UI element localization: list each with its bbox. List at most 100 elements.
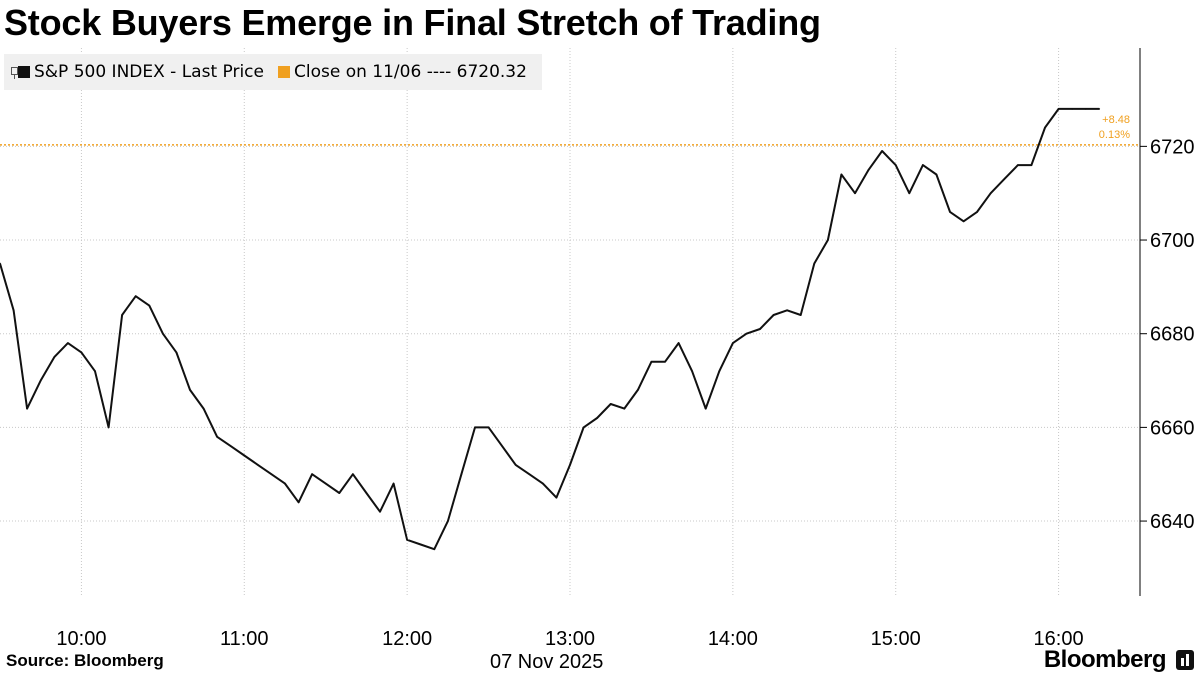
price-point — [1057, 108, 1060, 110]
price-point — [867, 168, 870, 171]
price-point — [80, 351, 83, 354]
price-point — [786, 309, 788, 312]
y-tick-label: 6680 — [1150, 324, 1195, 346]
price-point — [121, 314, 123, 316]
price-point — [216, 435, 218, 438]
legend-label-series: S&P 500 INDEX - Last Price — [34, 62, 264, 82]
change-pct-label: 0.13% — [1099, 129, 1130, 141]
price-point — [379, 510, 381, 513]
change-label: +8.48 — [1102, 114, 1130, 126]
price-point — [840, 173, 843, 176]
x-tick-label: 11:00 — [220, 628, 269, 650]
price-point — [650, 361, 653, 363]
chart-title: Stock Buyers Emerge in Final Stretch of … — [4, 2, 821, 43]
price-point — [148, 304, 151, 307]
price-point — [542, 482, 544, 485]
price-point — [94, 370, 96, 372]
price-point — [569, 464, 571, 466]
source-label: Source: Bloomberg — [6, 651, 164, 670]
y-tick-label: 6660 — [1150, 417, 1195, 439]
price-point — [107, 426, 110, 429]
price-point — [854, 192, 856, 194]
price-point — [772, 314, 775, 316]
price-point — [949, 211, 951, 213]
price-point — [799, 314, 802, 316]
price-point — [759, 328, 761, 330]
price-point — [894, 164, 897, 166]
price-point — [609, 403, 612, 405]
x-tick-label: 16:00 — [1034, 628, 1084, 650]
price-point — [922, 164, 924, 166]
price-point — [1003, 178, 1006, 180]
price-point — [989, 192, 992, 194]
x-tick-label: 14:00 — [708, 628, 758, 650]
price-point — [419, 543, 422, 546]
legend-item-close: Close on 11/06 ---- 6720.32 — [278, 62, 527, 82]
y-axis: 6640 6660 6680 6700 6720 — [1139, 48, 1195, 596]
price-point — [406, 538, 408, 541]
y-tick-label: 6720 — [1150, 136, 1195, 158]
price-point — [962, 220, 965, 223]
y-tick-label: 6700 — [1150, 230, 1195, 252]
price-point — [881, 150, 883, 152]
price-point — [53, 356, 56, 358]
price-point — [935, 173, 938, 176]
price-point — [474, 426, 476, 429]
price-point — [908, 192, 911, 194]
price-point — [26, 407, 28, 410]
price-point — [514, 464, 517, 466]
price-point — [623, 407, 626, 410]
price-point — [229, 445, 232, 447]
x-tick-label: 15:00 — [871, 628, 921, 650]
price-point — [827, 239, 829, 241]
price-point — [284, 482, 286, 485]
legend-swatch-close — [278, 66, 290, 78]
price-point — [67, 342, 69, 344]
legend: S&P 500 INDEX - Last Price Close on 11/0… — [4, 54, 542, 90]
price-point — [257, 464, 259, 466]
price-point — [732, 342, 734, 344]
x-axis-date-label: 07 Nov 2025 — [490, 651, 604, 673]
price-point — [243, 454, 246, 457]
price-point — [365, 492, 368, 494]
price-point — [338, 492, 341, 494]
price-point — [12, 309, 15, 312]
legend-item-series: S&P 500 INDEX - Last Price — [18, 62, 264, 82]
price-point — [1017, 164, 1019, 166]
price-point — [447, 520, 449, 522]
price-point — [460, 473, 463, 476]
series-line-group — [0, 107, 1101, 551]
price-point — [175, 351, 178, 354]
price-point — [487, 426, 490, 429]
price-line — [0, 107, 1100, 551]
price-point — [270, 473, 273, 476]
price-point — [1098, 108, 1101, 110]
price-point — [433, 548, 436, 550]
price-point — [1084, 108, 1087, 110]
legend-label-close: Close on 11/06 ---- 6720.32 — [294, 62, 527, 82]
price-point — [745, 332, 748, 335]
price-point — [189, 389, 191, 391]
price-point — [664, 361, 666, 363]
price-point — [596, 417, 598, 419]
price-point — [704, 407, 707, 410]
price-point — [352, 473, 354, 476]
price-point — [501, 445, 503, 447]
price-point — [582, 426, 585, 429]
price-point — [162, 332, 164, 335]
legend-drag-handle-icon[interactable] — [10, 64, 18, 80]
x-tick-label: 10:00 — [56, 628, 106, 650]
price-point — [718, 370, 721, 372]
price-point — [555, 496, 558, 499]
price-point — [324, 482, 327, 485]
price-point — [311, 473, 313, 476]
price-point — [637, 389, 639, 391]
last-value-labels: +8.48 0.13% — [1099, 114, 1130, 141]
price-point — [528, 473, 531, 476]
brand-logo: Bloomberg — [1043, 646, 1167, 673]
price-point — [134, 295, 137, 298]
price-point — [1030, 164, 1033, 166]
price-point — [677, 342, 680, 344]
price-point — [1044, 126, 1046, 129]
